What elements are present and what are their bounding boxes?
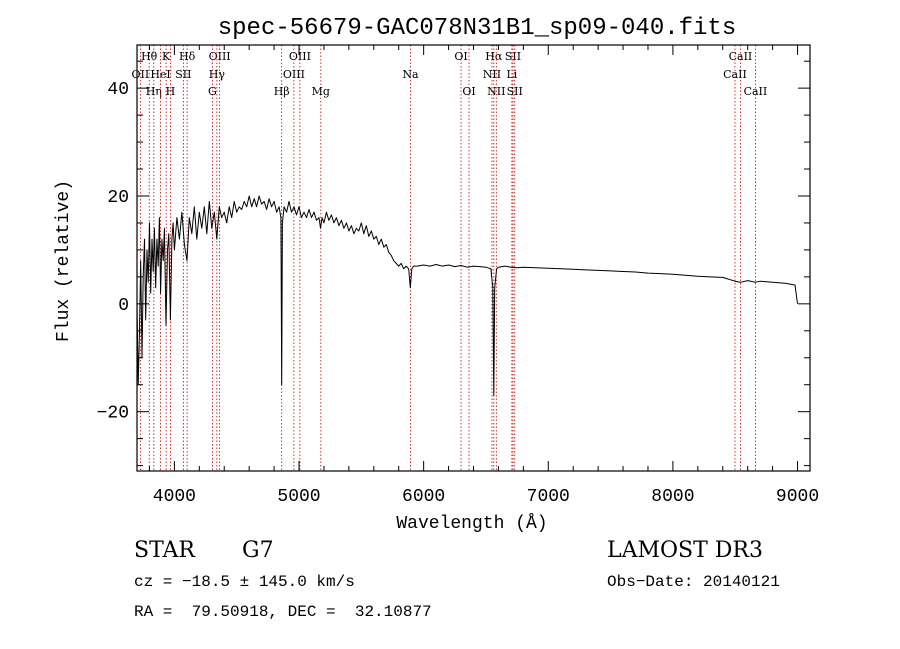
chart-title: spec-56679-GAC078N31B1_sp09-040.fits (218, 15, 736, 42)
spectral-line-label-20: NII (487, 85, 505, 98)
spectral-line-label-21: SII (505, 50, 521, 63)
spectral-line-label-25: CaII (723, 68, 747, 81)
y-axis-label: Flux (relative) (54, 180, 74, 342)
spectral-line-label-5: H (166, 85, 176, 98)
x-tick-label-0: 4000 (153, 487, 196, 507)
x-tick-label-3: 7000 (527, 487, 570, 507)
redshift-velocity: cz = −18.5 ± 145.0 km/s (134, 573, 355, 591)
spectrum-chart: spec-56679-GAC078N31B1_sp09-040.fits Hθ O… (54, 15, 819, 534)
plot-frame (136, 44, 811, 472)
spectral-line-label-4: HeI (150, 68, 170, 81)
y-tick-label-1: 0 (118, 296, 129, 316)
x-tick-label-2: 6000 (402, 487, 445, 507)
spectral-line-label-6: Hδ (179, 50, 196, 63)
spectral-line-label-19: NII (483, 68, 501, 81)
observation-date: Obs−Date: 20140121 (607, 573, 780, 591)
object-subclass: G7 (242, 538, 274, 563)
spectral-line-label-18: Hα (485, 50, 503, 63)
spectral-line-label-11: Hβ (274, 85, 290, 98)
survey-name: LAMOST DR3 (607, 538, 763, 563)
spectral-line-label-1: OII (132, 68, 150, 81)
y-tick-label-3: 40 (107, 80, 129, 100)
spectral-line-label-2: Hη (146, 85, 162, 98)
axes: 4000 5000 6000 7000 8000 9000 −20 0 20 40 (97, 45, 819, 507)
spectral-line-label-7: SII (175, 68, 191, 81)
object-class: STAR (134, 538, 195, 563)
x-tick-label-1: 5000 (277, 487, 320, 507)
spectral-line-label-10: G (208, 85, 217, 98)
spectral-line-label-24: CaII (729, 50, 753, 63)
spectral-line-label-22: Li (506, 68, 517, 81)
y-tick-label-0: −20 (97, 404, 129, 424)
spectral-line-label-17: OI (462, 85, 475, 98)
series-line-0 (136, 195, 798, 396)
spectral-line-label-0: Hθ (141, 50, 158, 63)
spectral-line-markers: Hθ OII Hη K HeI H Hδ SII OIII Hγ G Hβ OIII OIII Mg Na OI… (132, 45, 768, 471)
x-tick-label-5: 9000 (776, 487, 819, 507)
spectral-line-label-13: OIII (283, 68, 305, 81)
spectral-line-label-15: Na (402, 68, 419, 81)
spectral-line-label-3: K (162, 50, 171, 63)
spectral-line-label-16: OI (454, 50, 467, 63)
spectral-line-label-26: CaII (744, 85, 768, 98)
spectral-line-label-23: SII (507, 85, 523, 98)
spectral-line-label-14: Mg (312, 85, 330, 98)
spectral-line-label-12: OIII (289, 50, 311, 63)
ra-dec: RA = 79.50918, DEC = 32.10877 (134, 603, 432, 621)
y-tick-label-2: 20 (107, 188, 129, 208)
spectral-line-label-9: Hγ (209, 68, 226, 81)
data-layer (136, 195, 798, 396)
x-tick-label-4: 8000 (651, 487, 694, 507)
spectral-line-label-8: OIII (209, 50, 231, 63)
x-axis-label: Wavelength (Å) (396, 513, 547, 534)
